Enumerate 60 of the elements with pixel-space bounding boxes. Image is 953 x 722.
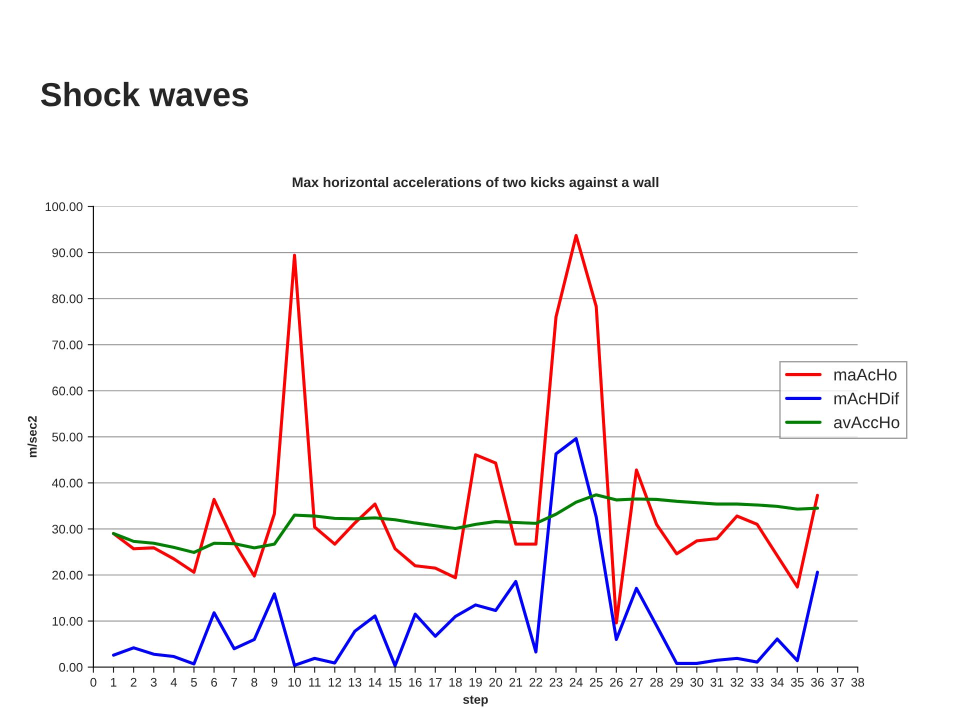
x-tick-label: 11 — [309, 678, 321, 687]
x-tick-label: 36 — [811, 678, 824, 687]
legend-label: mAcHDif — [834, 392, 900, 404]
x-tick-label: 20 — [489, 678, 502, 687]
x-tick-label: 3 — [150, 678, 157, 687]
y-tick-label: 90.00 — [52, 248, 82, 258]
y-tick-label: 50.00 — [52, 432, 82, 442]
y-tick-label: 100.00 — [46, 202, 82, 212]
y-tick-label: 70.00 — [52, 340, 82, 350]
x-tick-label: 4 — [170, 678, 177, 687]
x-tick-label: 37 — [831, 678, 844, 687]
x-tick-label: 16 — [409, 678, 422, 687]
x-tick-label: 13 — [348, 678, 362, 687]
chart-title: Shock waves — [40, 82, 248, 106]
x-tick-label: 12 — [328, 678, 342, 687]
x-tick-label: 10 — [288, 678, 301, 687]
x-tick-label: 2 — [130, 678, 136, 687]
line-series — [112, 234, 820, 624]
x-tick-label: 15 — [389, 678, 402, 687]
x-tick-label: 18 — [449, 678, 462, 687]
y-tick-label: 20.00 — [52, 570, 82, 580]
x-tick-label: 34 — [770, 678, 784, 687]
legend-label: maAcHo — [834, 368, 897, 381]
y-tick-label: 30.00 — [52, 524, 82, 534]
x-tick-label: 32 — [730, 678, 744, 687]
y-tick-label: 60.00 — [52, 386, 82, 396]
line-series — [112, 437, 820, 668]
y-tick-label: 10.00 — [52, 616, 82, 626]
chart-subtitle: Max horizontal accelerations of two kicks against a wall — [292, 176, 658, 190]
x-tick-label: 7 — [231, 678, 238, 687]
x-tick-label: 33 — [750, 678, 764, 687]
legend-label: avAccHo — [834, 416, 900, 428]
x-tick-label: 30 — [690, 678, 704, 687]
x-tick-label: 31 — [710, 678, 724, 687]
x-tick-label: 38 — [851, 678, 864, 687]
x-tick-label: 22 — [530, 678, 542, 687]
x-tick-label: 29 — [670, 678, 684, 687]
x-tick-label: 1 — [110, 678, 116, 687]
x-tick-label: 26 — [610, 678, 623, 687]
x-tick-label: 0 — [90, 678, 96, 687]
x-tick-label: 25 — [590, 678, 603, 687]
x-tick-label: 6 — [211, 678, 217, 687]
x-tick-label: 9 — [272, 678, 278, 687]
y-tick-label: 0.00 — [59, 662, 82, 672]
x-tick-label: 21 — [509, 678, 522, 687]
x-tick-label: 35 — [790, 678, 804, 687]
x-tick-label: 5 — [190, 678, 197, 687]
x-tick-label: 28 — [650, 678, 663, 687]
y-axis-title: m/sec2 — [28, 416, 37, 458]
x-tick-label: 8 — [251, 678, 258, 687]
x-tick-label: 14 — [368, 678, 382, 687]
x-tick-label: 27 — [630, 678, 643, 687]
x-tick-label: 24 — [570, 678, 583, 687]
x-tick-label: 23 — [550, 678, 562, 687]
line-series — [112, 493, 820, 554]
x-tick-label: 19 — [470, 678, 482, 687]
x-axis-title: step — [463, 696, 488, 706]
y-tick-label: 80.00 — [52, 294, 82, 304]
y-tick-label: 40.00 — [52, 478, 82, 488]
x-tick-label: 17 — [429, 678, 442, 687]
